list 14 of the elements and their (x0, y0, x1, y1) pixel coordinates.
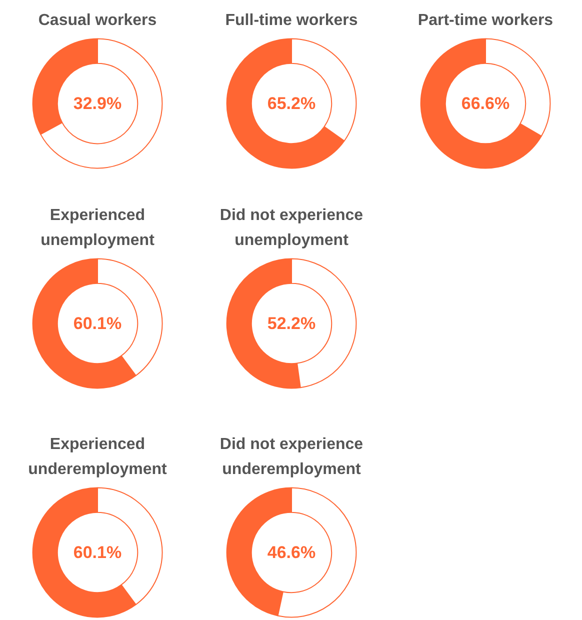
chart-title: Experienced underemployment (28, 436, 168, 478)
text: 52.2% (267, 314, 316, 333)
chart-title: Did not experience underemployment (220, 436, 364, 478)
text: 32.9% (73, 94, 122, 113)
chart-title: Part-time workers (418, 12, 554, 30)
text: 60.1% (73, 543, 122, 562)
chart-title: Experienced unemployment (40, 206, 156, 250)
chart-title: Casual workers (38, 12, 157, 30)
text: 66.6% (461, 94, 510, 113)
chart-title: Full-time workers (225, 12, 358, 30)
text: 60.1% (73, 314, 122, 333)
text: 65.2% (267, 94, 316, 113)
chart-title: Did not experience unemployment (220, 206, 364, 250)
text: 46.6% (267, 543, 316, 562)
